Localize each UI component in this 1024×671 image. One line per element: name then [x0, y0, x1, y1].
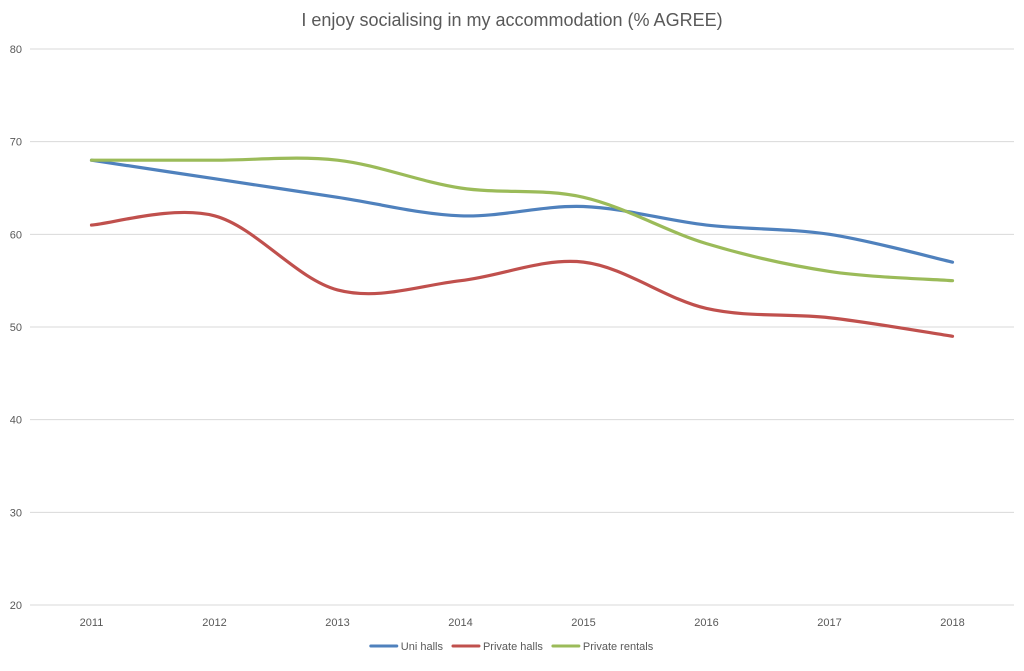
legend: Uni halls Private halls Private rentals	[369, 641, 654, 653]
y-tick-label: 30	[10, 507, 22, 519]
series-line-private-rentals	[89, 156, 955, 283]
y-tick-label: 20	[10, 600, 22, 612]
chart-title: I enjoy socialising in my accommodation …	[301, 10, 722, 30]
series-line-uni-halls	[89, 158, 955, 264]
y-axis-ticks: 20 30 40 50 60 70 80	[10, 44, 22, 612]
legend-label: Private halls	[483, 641, 543, 653]
legend-label: Uni halls	[401, 641, 444, 653]
y-tick-label: 40	[10, 415, 22, 427]
series-lines	[89, 156, 955, 338]
x-tick-label: 2013	[325, 617, 349, 629]
legend-item-private-halls: Private halls	[451, 641, 543, 653]
x-tick-label: 2014	[448, 617, 472, 629]
legend-item-private-rentals: Private rentals	[551, 641, 654, 653]
series-line-private-halls	[89, 210, 955, 338]
legend-item-uni-halls: Uni halls	[369, 641, 444, 653]
x-tick-label: 2012	[202, 617, 226, 629]
y-tick-label: 80	[10, 44, 22, 56]
x-tick-label: 2017	[817, 617, 841, 629]
x-axis-ticks: 2011 2012 2013 2014 2015 2016 2017 2018	[80, 617, 965, 629]
x-tick-label: 2015	[571, 617, 595, 629]
x-tick-label: 2018	[940, 617, 964, 629]
x-tick-label: 2016	[694, 617, 718, 629]
gridlines	[30, 48, 1014, 606]
y-tick-label: 50	[10, 322, 22, 334]
y-tick-label: 70	[10, 137, 22, 149]
x-tick-label: 2011	[80, 617, 104, 629]
legend-label: Private rentals	[583, 641, 654, 653]
y-tick-label: 60	[10, 229, 22, 241]
